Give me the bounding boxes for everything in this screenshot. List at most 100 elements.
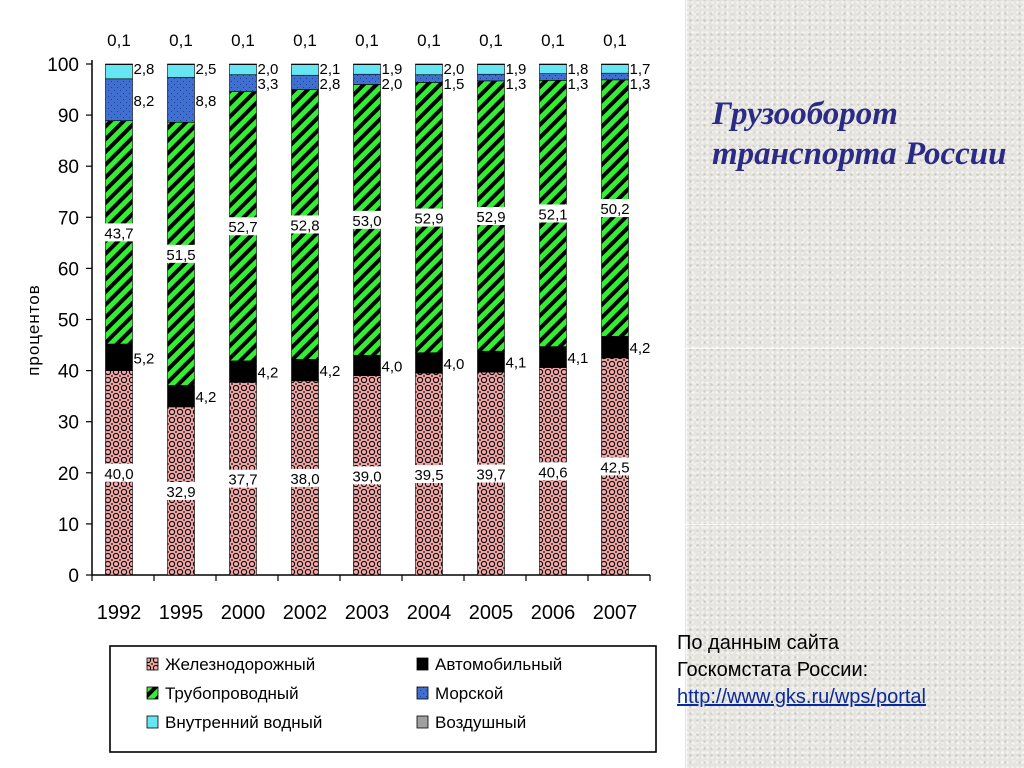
data-label-sea: 1,5 [444,76,465,93]
y-tick-label: 80 [58,157,79,178]
legend-swatch-river [146,715,159,729]
label-backdrop [353,466,381,485]
bar-segment-river [105,64,133,80]
bar-segment-sea [291,74,319,90]
y-tick-label: 20 [58,464,79,485]
bar-segment-air [601,63,629,65]
y-tick-label: 10 [58,515,79,536]
x-tick-label: 2007 [593,602,638,624]
x-tick-label: 2005 [469,602,514,624]
data-label-sea: 1,3 [568,76,589,93]
legend-swatch-sea [416,686,429,700]
source-line-2: Госкомстата России: [677,659,869,681]
data-label-auto: 4,2 [320,363,341,380]
data-label-pipe: 52,1 [538,206,567,223]
bar-segment-sea [477,73,505,82]
bar-segment-air [105,63,133,65]
label-backdrop [291,215,319,234]
data-label-pipe: 53,0 [352,213,381,230]
label-backdrop [353,210,381,229]
label-backdrop [229,469,257,488]
legend: Железнодорожный Автомобильный Трубопроводн… [109,645,657,753]
data-label-pipe: 43,7 [104,225,133,242]
data-label-air: 0,1 [355,31,379,50]
bar-segment-sea [353,73,381,85]
label-backdrop [167,481,195,500]
bar-segment-sea [539,73,567,81]
legend-swatch-rail [146,657,159,671]
right-panel [685,0,1024,768]
data-labels: 40,05,243,78,22,80,132,94,251,58,82,50,1… [104,31,650,501]
data-label-sea: 1,3 [506,76,527,93]
chart-panel: 0 10 20 30 40 50 60 70 80 90 100 1992 1995 2000 2002 20… [24,31,657,753]
bar-segment-sea [167,76,195,123]
bar-segment-river [353,64,381,75]
bar-segment-air [229,63,257,65]
data-label-auto: 4,1 [568,350,589,367]
data-label-rail: 42,5 [600,459,629,476]
data-label-river: 1,8 [568,61,589,78]
bar-segment-river [415,64,443,76]
data-label-rail: 39,0 [352,468,381,485]
data-label-sea: 8,8 [196,93,217,110]
x-tick-label: 2000 [221,602,266,624]
data-label-pipe: 52,9 [414,211,443,228]
data-label-pipe: 52,8 [290,217,319,234]
data-label-river: 2,8 [134,61,155,78]
label-backdrop [105,463,133,482]
panel-seam [686,0,687,768]
data-label-river: 1,9 [506,61,527,78]
data-label-rail: 37,7 [228,472,257,489]
data-label-air: 0,1 [417,31,441,50]
source-line-1: По данным сайта [677,632,839,654]
data-label-auto: 4,2 [196,389,217,406]
data-label-rail: 39,5 [414,467,443,484]
data-label-pipe: 52,9 [476,209,505,226]
bar-segment-sea [105,78,133,122]
data-label-rail: 40,0 [104,466,133,483]
stacked-bar-chart: 0 10 20 30 40 50 60 70 80 90 100 1992 1995 2000 2002 20… [24,31,657,753]
source-note: По данным сайта Госкомстата России: http… [677,630,1017,711]
legend-swatch-air [416,715,429,729]
y-tick-label: 70 [58,208,79,229]
label-backdrop [539,462,567,481]
bar-segment-river [539,64,567,75]
data-label-river: 2,1 [320,61,341,78]
data-label-pipe: 52,7 [228,219,257,236]
bar-segment-sea [601,72,629,81]
data-label-auto: 4,1 [506,355,527,372]
y-tick-label: 100 [47,55,79,76]
label-backdrop [601,199,629,218]
bar-segment-auto [229,360,257,383]
x-tick-label: 2003 [345,602,390,624]
y-tick-label: 60 [58,259,79,280]
bar-segment-air [167,63,195,65]
legend-box [109,645,657,753]
bar-segment-air [415,63,443,65]
data-label-sea: 2,8 [320,76,341,93]
legend-label-air: Воздушный [435,713,526,732]
bar-segment-auto [353,354,381,377]
label-backdrop [167,244,195,263]
data-label-river: 2,0 [444,61,465,78]
data-label-auto: 5,2 [134,350,155,367]
label-backdrop [415,208,443,227]
legend-label-river: Внутренний водный [165,713,322,732]
x-tick-label: 2006 [531,602,576,624]
y-tick-label: 50 [58,311,79,332]
data-label-river: 2,5 [196,61,217,78]
data-label-rail: 38,0 [290,471,319,488]
data-label-rail: 40,6 [538,464,567,481]
legend-swatch-auto [416,657,429,671]
bar-segment-air [477,63,505,65]
x-tick-label: 1995 [159,602,204,624]
label-backdrop [477,464,505,483]
bar-segment-auto [167,385,195,408]
source-link[interactable]: http://www.gks.ru/wps/portal [677,686,926,708]
data-label-rail: 32,9 [166,484,195,501]
y-axis-title: процентов [24,284,43,376]
data-label-river: 2,0 [258,61,279,78]
y-tick-label: 40 [58,362,79,383]
data-label-pipe: 51,5 [166,247,195,264]
data-label-auto: 4,2 [630,340,651,357]
